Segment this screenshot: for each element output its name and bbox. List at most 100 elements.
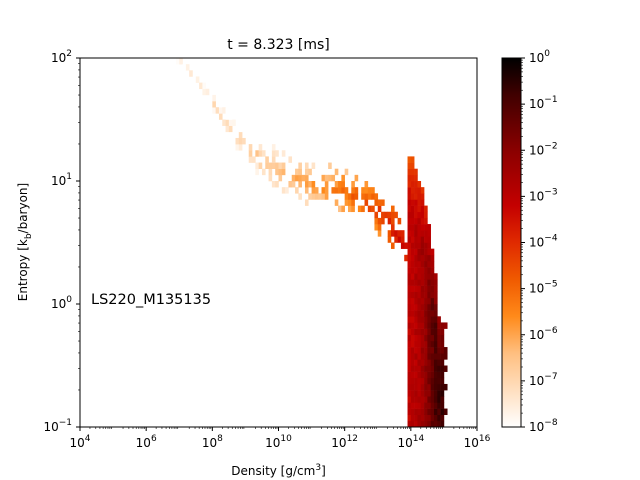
heatmap-cell — [304, 187, 309, 194]
colorbar-tick-label: 10−1 — [529, 95, 558, 111]
heatmap-cell — [417, 322, 422, 329]
heatmap-cell — [440, 334, 445, 342]
heatmap-cell — [420, 334, 425, 342]
heatmap-cell — [427, 390, 431, 397]
heatmap-cell — [433, 408, 438, 415]
heatmap-cell — [367, 205, 372, 213]
heatmap-cell — [410, 205, 415, 213]
heatmap-cell — [285, 187, 289, 194]
heatmap-cell — [195, 82, 200, 90]
heatmap-cell — [424, 340, 428, 348]
heatmap-cell — [374, 199, 379, 206]
heatmap-cell — [417, 267, 422, 274]
heatmap-cell — [407, 408, 412, 415]
heatmap-cell — [410, 322, 415, 329]
heatmap-cell — [427, 340, 431, 348]
heatmap-cell — [414, 242, 418, 249]
heatmap-cell — [440, 377, 445, 385]
heatmap-cell — [414, 224, 418, 231]
heatmap-cell — [430, 371, 435, 379]
heatmap-cell — [417, 230, 422, 237]
heatmap-cell — [420, 260, 425, 268]
heatmap-cell — [179, 64, 183, 71]
heatmap-cell — [394, 230, 398, 237]
heatmap-cell — [410, 328, 415, 336]
heatmap-cell — [427, 236, 431, 243]
heatmap-cell — [427, 359, 431, 366]
heatmap-cell — [424, 236, 428, 243]
heatmap-cell — [420, 193, 425, 200]
heatmap-cell — [430, 340, 435, 348]
heatmap-cell — [424, 414, 428, 422]
heatmap-cell — [407, 353, 412, 360]
heatmap-cell — [440, 359, 445, 366]
heatmap-cell — [407, 390, 412, 397]
heatmap-cell — [364, 181, 369, 188]
heatmap-cell — [407, 322, 412, 329]
heatmap-cell — [430, 291, 435, 299]
heatmap-cell — [381, 199, 385, 206]
heatmap-cell — [430, 273, 435, 280]
heatmap-cell — [420, 199, 425, 206]
colorbar-tick-label: 10−3 — [529, 187, 558, 203]
heatmap-cell — [427, 396, 431, 403]
heatmap-cell — [437, 420, 441, 427]
heatmap-cell — [437, 353, 441, 360]
heatmap-cell — [443, 365, 448, 372]
heatmap-cell — [417, 260, 422, 268]
heatmap-cell — [394, 236, 398, 243]
heatmap-cell — [410, 224, 415, 231]
heatmap-cell — [410, 353, 415, 360]
heatmap-cell — [407, 402, 412, 409]
heatmap-cell — [410, 242, 415, 249]
heatmap-cell — [420, 353, 425, 360]
heatmap-cell — [338, 187, 342, 194]
heatmap-cell — [433, 390, 438, 397]
heatmap-cell — [364, 187, 369, 194]
heatmap-cell — [288, 156, 293, 163]
heatmap-cell — [261, 150, 266, 157]
heatmap-cell — [433, 396, 438, 403]
colorbar — [502, 58, 521, 427]
heatmap-cell — [202, 88, 207, 96]
heatmap-cell — [232, 119, 236, 126]
heatmap-cell — [420, 273, 425, 280]
colorbar-tick-label: 10−5 — [529, 280, 558, 296]
heatmap-cell — [387, 211, 392, 219]
x-tick-label: 1012 — [331, 434, 358, 450]
heatmap-cell — [407, 217, 412, 225]
heatmap-cell — [414, 279, 418, 286]
heatmap-cell — [255, 150, 259, 157]
heatmap-cell — [295, 174, 299, 182]
heatmap-cell — [440, 420, 445, 427]
heatmap-cell — [351, 181, 355, 188]
heatmap-cell — [427, 371, 431, 379]
heatmap-cell — [420, 328, 425, 336]
heatmap-cell — [377, 205, 382, 213]
heatmap-cell — [351, 193, 355, 200]
heatmap-cell — [407, 205, 412, 213]
heatmap-cell — [417, 248, 422, 256]
heatmap-cell — [440, 371, 445, 379]
heatmap-cell — [328, 162, 332, 169]
x-tick-label: 106 — [136, 434, 157, 450]
heatmap-cell — [377, 224, 382, 231]
heatmap-cell — [440, 353, 445, 360]
heatmap-cell — [407, 334, 412, 342]
heatmap-cell — [424, 353, 428, 360]
heatmap-cell — [304, 174, 309, 182]
heatmap-cell — [433, 316, 438, 323]
heatmap-cell — [218, 113, 223, 120]
heatmap-cell — [407, 414, 412, 422]
heatmap-cell — [440, 365, 445, 372]
heatmap-cell — [417, 420, 422, 427]
heatmap-cell — [417, 383, 422, 391]
heatmap-cell — [417, 254, 422, 262]
heatmap-cell — [407, 328, 412, 336]
heatmap-cell — [443, 347, 448, 354]
heatmap-cell — [424, 420, 428, 427]
heatmap-cell — [407, 230, 412, 237]
heatmap-cell — [258, 144, 263, 151]
heatmap-cell — [414, 291, 418, 299]
heatmap-cell — [414, 340, 418, 348]
